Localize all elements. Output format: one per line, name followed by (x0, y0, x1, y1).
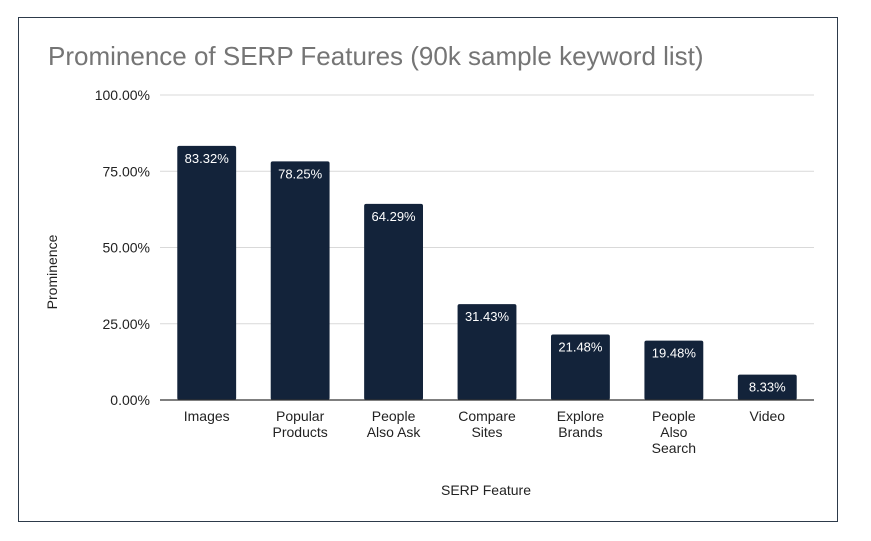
bar (737, 374, 797, 400)
bar (270, 161, 330, 400)
x-tick-label: Explore Brands (557, 408, 605, 440)
bar-value-label: 83.32% (185, 151, 230, 166)
y-tick-label: 50.00% (103, 240, 150, 256)
y-axis-title: Prominence (44, 234, 60, 309)
bar-value-label: 8.33% (749, 380, 786, 395)
y-tick-label: 75.00% (103, 163, 150, 179)
bar (457, 304, 517, 400)
bar-value-label: 78.25% (278, 166, 323, 181)
x-tick-label: Popular Products (273, 408, 328, 440)
x-tick-label: People Also Search (652, 408, 696, 456)
bar-value-label: 31.43% (465, 309, 510, 324)
chart-frame (18, 17, 838, 522)
bar-value-label: 64.29% (372, 209, 417, 224)
y-tick-label: 0.00% (110, 392, 150, 408)
bar-value-label: 19.48% (652, 346, 697, 361)
x-tick-label: Images (184, 408, 230, 424)
bar (177, 145, 237, 400)
y-axis-ticks: 0.00% 25.00% 50.00% 75.00% 100.00% (95, 87, 150, 408)
grid-lines (160, 94, 814, 325)
y-tick-label: 100.00% (95, 87, 150, 103)
bar-value-label: 21.48% (558, 339, 603, 354)
x-axis-title: SERP Feature (441, 482, 531, 498)
x-axis-ticks: Images Popular Products People Also Ask Compa… (184, 408, 786, 456)
bar (644, 340, 704, 400)
y-tick-label: 25.00% (103, 316, 150, 332)
bars: 83.32% 78.25% 64.29% 31.43% 21.48% 19.48% 8.33… (177, 145, 797, 400)
bar (550, 334, 610, 400)
x-tick-label: People Also Ask (367, 408, 422, 440)
x-tick-label: Compare Sites (458, 408, 516, 440)
chart-title: Prominence of SERP Features (90k sample … (48, 41, 704, 71)
x-tick-label: Video (750, 408, 786, 424)
bar (364, 203, 424, 400)
